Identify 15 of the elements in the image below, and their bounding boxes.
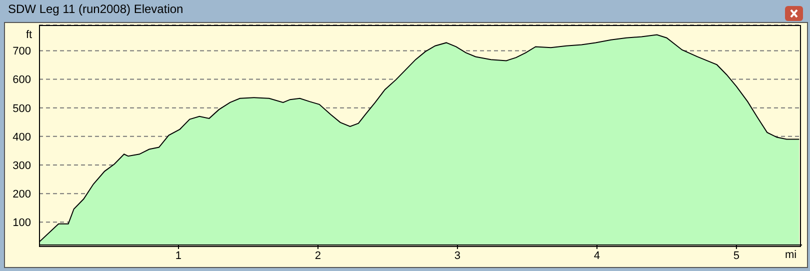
- x-tick-label: 1: [175, 250, 182, 262]
- y-axis-title: ft: [26, 29, 32, 41]
- y-tick-label: 100: [12, 217, 31, 230]
- x-tick-label: 4: [594, 250, 600, 262]
- x-axis-title: mi: [785, 249, 797, 261]
- y-tick-label: 500: [12, 102, 31, 115]
- x-tick-label: 5: [733, 250, 740, 262]
- y-tick-label: 200: [12, 188, 31, 200]
- y-tick-label: 400: [12, 131, 31, 144]
- y-tick-label: 300: [12, 160, 31, 172]
- y-tick-label: 700: [12, 46, 31, 58]
- x-tick-label: 2: [314, 250, 322, 262]
- x-tick-label: 3: [454, 250, 461, 262]
- chart-title: SDW Leg 11 (run2008) Elevation: [8, 2, 184, 16]
- y-tick-label: 600: [12, 74, 31, 86]
